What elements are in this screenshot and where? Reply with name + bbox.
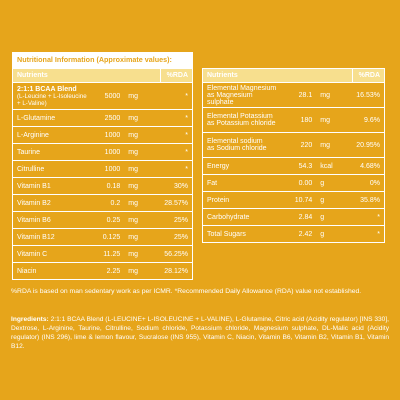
row-name: Niacin (12, 262, 93, 280)
row-unit: mg (124, 211, 161, 229)
row-rda: * (352, 225, 386, 243)
row-rda: * (160, 143, 194, 161)
row-unit: mg (124, 262, 161, 280)
row-name: Vitamin B6 (12, 211, 93, 229)
row-subtitle: (L-Leucine + L-Isoleucine + L-Valine) (17, 92, 87, 107)
row-name: Energy (202, 157, 285, 175)
row-value: 2.84 (284, 208, 317, 226)
row-value: 28.1 (284, 82, 317, 108)
row-name: Fat (202, 174, 285, 192)
row-unit: mg (124, 160, 161, 178)
row-value: 0.00 (284, 174, 317, 192)
row-name: Taurine (12, 143, 93, 161)
row-unit: g (316, 174, 353, 192)
row-name: Carbohydrate (202, 208, 285, 226)
row-rda: * (160, 109, 194, 127)
row-unit: mg (124, 109, 161, 127)
row-value: 11.25 (92, 245, 125, 263)
row-value: 2500 (92, 109, 125, 127)
row-unit: mg (316, 82, 353, 108)
row-name: Vitamin B1 (12, 177, 93, 195)
rda-footnote: %RDA is based on man sedentary work as p… (11, 288, 362, 295)
row-value: 220 (284, 132, 317, 158)
row-value: 180 (284, 107, 317, 133)
row-unit: mg (124, 177, 161, 195)
row-rda: 16.53% (352, 82, 386, 108)
row-name: Elemental Magnesium (207, 84, 277, 92)
ingredients-block: Ingredients: 2:1:1 BCAA Blend (L-LEUCINE… (11, 315, 389, 351)
row-name: 2:1:1 BCAA Blend (17, 85, 77, 93)
row-rda: 28.12% (160, 262, 194, 280)
row-name: L-Glutamine (12, 109, 93, 127)
row-rda: 0% (352, 174, 386, 192)
row-value: 1000 (92, 160, 125, 178)
row-unit: mg (124, 143, 161, 161)
row-name: Vitamin B2 (12, 194, 93, 212)
row-subtitle: as Magnesium sulphate (207, 91, 253, 106)
row-rda: 4.68% (352, 157, 386, 175)
row-value: 0.25 (92, 211, 125, 229)
row-value: 5000 (92, 82, 125, 110)
row-value: 2.25 (92, 262, 125, 280)
row-name: Citrulline (12, 160, 93, 178)
rda-header: %RDA (159, 68, 194, 83)
row-unit: mg (124, 194, 161, 212)
row-rda: 28.57% (160, 194, 194, 212)
row-name: Total Sugars (202, 225, 285, 243)
row-rda: 56.25% (160, 245, 194, 263)
ingredients-text: 2:1:1 BCAA Blend (L-LEUCINE+ L-ISOLEUCIN… (11, 316, 389, 350)
row-name: Elemental sodium (207, 138, 263, 145)
row-value: 54.3 (284, 157, 317, 175)
nutrition-title: Nutritional Information (Approximate val… (12, 52, 193, 68)
row-value: 0.125 (92, 228, 125, 246)
row-rda: 30% (160, 177, 194, 195)
row-value: 0.2 (92, 194, 125, 212)
row-value: 0.18 (92, 177, 125, 195)
row-name: Vitamin B12 (12, 228, 93, 246)
row-name: Protein (202, 191, 285, 209)
row-unit: kcal (316, 157, 353, 175)
row-rda: 9.6% (352, 107, 386, 133)
row-unit: g (316, 225, 353, 243)
row-rda: 25% (160, 228, 194, 246)
row-unit: mg (124, 82, 161, 110)
row-unit: mg (124, 126, 161, 144)
row-value: 1000 (92, 126, 125, 144)
right-nutrition-table: Nutrients %RDA Elemental Magnesium as Mag… (202, 68, 386, 243)
row-value: 10.74 (284, 191, 317, 209)
row-subtitle: as Sodium chloride (207, 145, 267, 152)
row-rda: 35.8% (352, 191, 386, 209)
row-unit: g (316, 191, 353, 209)
row-unit: mg (316, 132, 353, 158)
row-unit: mg (124, 245, 161, 263)
row-rda: * (352, 208, 386, 226)
rda-header: %RDA (351, 68, 386, 83)
nutrients-header: Nutrients (202, 68, 353, 83)
row-value: 2.42 (284, 225, 317, 243)
row-unit: mg (316, 107, 353, 133)
row-rda: * (160, 82, 194, 110)
row-rda: 20.95% (352, 132, 386, 158)
row-name: Elemental Potassium (207, 113, 273, 120)
ingredients-label: Ingredients: (11, 316, 49, 323)
row-unit: mg (124, 228, 161, 246)
row-rda: * (160, 160, 194, 178)
row-value: 1000 (92, 143, 125, 161)
row-name: Vitamin C (12, 245, 93, 263)
left-nutrition-table: Nutrients %RDA 2:1:1 BCAA Blend (L-Leucin… (12, 68, 194, 280)
row-name: L-Arginine (12, 126, 93, 144)
nutrients-header: Nutrients (12, 68, 161, 83)
row-unit: g (316, 208, 353, 226)
row-rda: 25% (160, 211, 194, 229)
row-rda: * (160, 126, 194, 144)
row-subtitle: as Potassium chloride (207, 120, 276, 127)
